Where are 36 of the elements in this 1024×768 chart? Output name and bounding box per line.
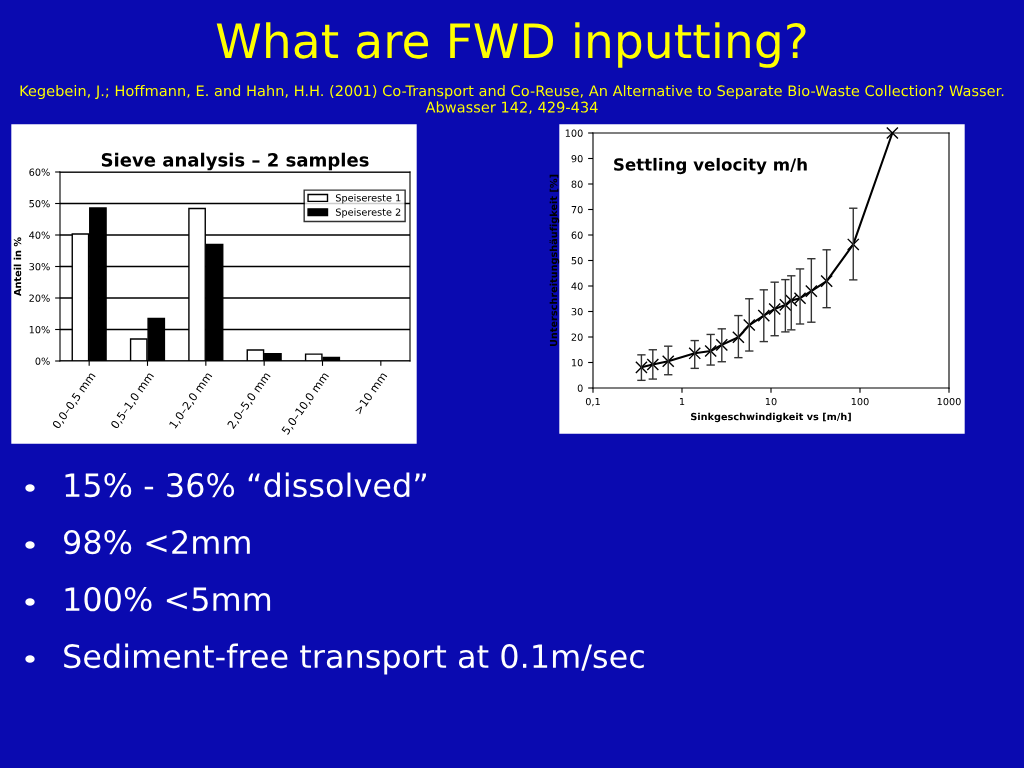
text: Settling velocity m/h bbox=[614, 157, 807, 175]
y-tick-label: 50% bbox=[29, 199, 50, 208]
y-tick-label: 30% bbox=[29, 262, 50, 271]
y-tick-label: 10% bbox=[29, 325, 50, 334]
text: Sediment-free transport at 0.1m/sec bbox=[64, 643, 644, 675]
y-tick-label: 70 bbox=[571, 205, 583, 214]
y-tick-label: 30 bbox=[571, 307, 583, 316]
text: 100% <5mm bbox=[65, 587, 271, 612]
x-axis-title: Sinkgeschwindigkeit vs [m/h] bbox=[691, 412, 851, 423]
x-tick-label: 1000 bbox=[937, 397, 961, 406]
x-tick-label: 100 bbox=[851, 397, 869, 406]
text: What are FWD inputting? bbox=[216, 22, 806, 68]
y-tick-label: 80 bbox=[571, 180, 583, 188]
legend-label: Speisereste 2 bbox=[335, 208, 401, 218]
chart-title: Sieve analysis – 2 samples bbox=[101, 152, 369, 171]
text: Kegebein, J.; Hoffmann, E. and Hahn, H.H. (2001) Co-Transport and Co-Reuse, An Alternative to Separate Bio-Waste Collection? Wasser. Abwasser 142, 429-434 bbox=[20, 85, 1004, 115]
y-tick-label: 90 bbox=[571, 154, 583, 163]
y-tick-label: 40% bbox=[29, 231, 50, 239]
x-tick-label: 1 bbox=[679, 398, 685, 406]
x-tick-label: 10 bbox=[765, 397, 777, 406]
text: 15% - 36% “dissolved” bbox=[65, 472, 426, 498]
text: 98% <2mm bbox=[64, 530, 250, 555]
y-tick-label: 100 bbox=[565, 129, 583, 137]
y-tick-label: 60 bbox=[571, 231, 583, 239]
y-axis-title: Anteil in % bbox=[13, 237, 22, 297]
y-tick-label: 40 bbox=[571, 282, 583, 290]
y-tick-label: 20 bbox=[571, 333, 583, 341]
legend-label: Speisereste 1 bbox=[335, 193, 401, 204]
y-tick-label: 10 bbox=[571, 358, 583, 367]
y-tick-label: 0% bbox=[35, 357, 50, 365]
y-tick-label: 60% bbox=[29, 168, 50, 176]
y-tick-label: 20% bbox=[29, 294, 50, 302]
y-axis-title: Unterschreitungshäufigkeit [%] bbox=[549, 174, 560, 347]
y-tick-label: 0 bbox=[577, 384, 583, 392]
x-tick-label: 0,1 bbox=[585, 397, 600, 407]
y-tick-label: 50 bbox=[571, 256, 583, 265]
